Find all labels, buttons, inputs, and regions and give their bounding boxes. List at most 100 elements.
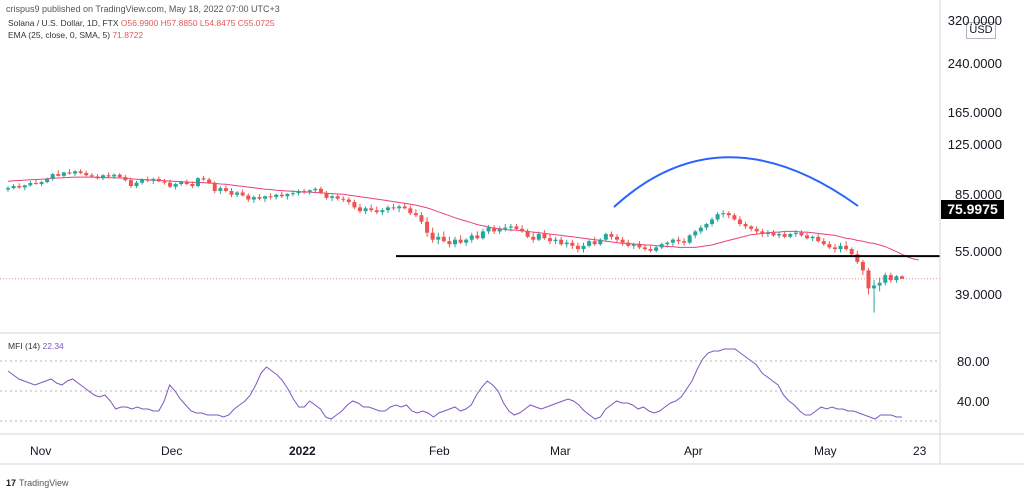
candle xyxy=(207,177,212,185)
currency-button[interactable]: USD xyxy=(966,22,996,39)
candle-body xyxy=(290,193,295,195)
candle-body xyxy=(609,234,614,237)
candle-body xyxy=(704,223,709,228)
candle xyxy=(547,234,552,245)
candle-body xyxy=(760,231,765,235)
candle-body xyxy=(223,188,228,191)
candle xyxy=(805,232,810,240)
candle-body xyxy=(710,219,715,224)
y-tick-label: 55.0000 xyxy=(955,244,1002,259)
candle xyxy=(358,203,363,214)
candle-body xyxy=(302,190,307,193)
candle-body xyxy=(95,176,100,179)
candle xyxy=(447,236,452,248)
candle-body xyxy=(106,175,111,177)
candle xyxy=(592,236,597,246)
candle-body xyxy=(363,208,368,212)
candle-body xyxy=(425,221,430,233)
candle xyxy=(648,245,653,253)
candle-body xyxy=(469,235,474,240)
candle xyxy=(844,241,849,251)
candle-body xyxy=(492,227,497,232)
candle xyxy=(374,206,379,215)
candle-body xyxy=(207,179,212,184)
candle xyxy=(682,238,687,246)
candle-body xyxy=(190,184,195,187)
y-tick-label: 125.0000 xyxy=(947,137,1002,152)
candle-body xyxy=(838,245,843,250)
candle xyxy=(290,190,295,197)
candle xyxy=(659,242,664,250)
candle-body xyxy=(341,198,346,200)
candle xyxy=(33,179,38,185)
candle-body xyxy=(318,188,323,194)
candle-body xyxy=(168,182,173,187)
candle-body xyxy=(559,239,564,245)
candle-body xyxy=(553,239,558,242)
candle-body xyxy=(900,276,904,279)
candle xyxy=(486,225,491,235)
candle-body xyxy=(112,174,117,177)
mfi-tick-label: 40.00 xyxy=(957,394,990,409)
candle-body xyxy=(380,210,385,213)
candle-body xyxy=(827,244,832,248)
close-value: C55.0725 xyxy=(237,18,275,28)
candle xyxy=(100,174,105,181)
candle xyxy=(553,236,558,245)
candle xyxy=(61,171,66,178)
candle xyxy=(117,172,122,178)
candle-body xyxy=(726,213,731,216)
candle-body xyxy=(67,172,72,174)
low-value: L54.8475 xyxy=(199,18,236,28)
candle-body xyxy=(514,226,519,229)
candle-body xyxy=(743,223,748,227)
candle-body xyxy=(140,179,145,183)
candle xyxy=(620,236,625,246)
candle xyxy=(542,230,547,240)
candle xyxy=(603,232,608,242)
candle-body xyxy=(626,242,631,246)
candle-body xyxy=(447,241,452,245)
candle-body xyxy=(860,261,865,271)
candle-body xyxy=(531,236,536,240)
footer-brand[interactable]: 17 TradingView xyxy=(6,478,69,488)
candle xyxy=(737,216,742,227)
mfi-tick-label: 80.00 xyxy=(957,354,990,369)
candle xyxy=(28,180,33,187)
mfi-layer xyxy=(0,348,940,422)
candle-body xyxy=(352,202,357,208)
candle-body xyxy=(777,234,782,236)
candle-body xyxy=(592,241,597,245)
candle-body xyxy=(28,183,33,186)
candle xyxy=(128,177,133,189)
candle xyxy=(17,183,22,189)
candle-body xyxy=(547,238,552,242)
candle-body xyxy=(134,182,139,187)
candle xyxy=(363,206,368,215)
candle xyxy=(832,244,837,253)
candle xyxy=(855,250,860,264)
candle xyxy=(715,212,720,222)
candle xyxy=(637,241,642,250)
candle xyxy=(609,231,614,240)
candle-body xyxy=(715,214,720,220)
candle-body xyxy=(564,242,569,245)
candle-body xyxy=(61,172,66,176)
candle-body xyxy=(324,193,329,198)
candle-body xyxy=(195,178,200,187)
candle xyxy=(888,272,893,283)
x-tick-label: Apr xyxy=(684,444,703,458)
candle-body xyxy=(346,199,351,203)
candle xyxy=(570,239,575,250)
candle xyxy=(872,280,877,313)
candle xyxy=(810,235,815,242)
candle xyxy=(184,179,189,186)
candle-body xyxy=(391,207,396,209)
rounding-top-curve xyxy=(613,156,859,208)
candle xyxy=(754,226,759,235)
candle xyxy=(402,202,407,210)
candle xyxy=(771,230,776,237)
candle-body xyxy=(246,195,251,200)
candle xyxy=(721,210,726,218)
candle-body xyxy=(229,190,234,195)
